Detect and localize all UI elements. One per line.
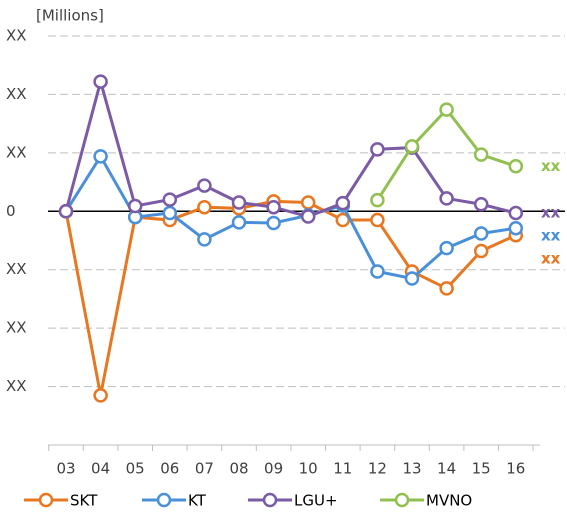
x-tick-label: 13	[402, 460, 421, 478]
legend-item: SKT	[24, 492, 98, 510]
y-axis-label: [Millions]	[36, 7, 104, 25]
legend-marker	[394, 492, 410, 508]
point	[473, 197, 489, 212]
point	[58, 204, 74, 219]
point	[300, 209, 316, 224]
x-tick-label: 16	[506, 460, 525, 478]
point	[197, 199, 212, 215]
legend-item: KT	[142, 492, 207, 510]
legend-marker	[156, 492, 172, 508]
x-tick-label: 10	[299, 460, 318, 478]
point	[197, 232, 212, 247]
point	[508, 159, 524, 174]
x-tick-label: 05	[126, 460, 145, 478]
point	[508, 205, 524, 221]
x-tick-label: 08	[229, 460, 248, 478]
point	[197, 178, 212, 193]
point	[439, 240, 454, 256]
series-line	[376, 107, 517, 201]
y-tick-label: XX	[6, 27, 27, 45]
end-label: xx	[541, 204, 561, 222]
point	[439, 191, 454, 206]
point	[370, 192, 385, 208]
point	[404, 139, 420, 154]
point	[370, 212, 385, 228]
point	[370, 142, 385, 157]
legend-marker	[262, 492, 278, 508]
point	[93, 388, 108, 403]
x-tick-label: 07	[195, 460, 214, 478]
y-tick-label: XX	[6, 319, 27, 337]
point	[93, 149, 108, 164]
legend-marker	[38, 492, 54, 508]
x-tick-label: 15	[472, 460, 491, 478]
point	[162, 205, 178, 221]
legend-label: LGU+	[294, 492, 338, 510]
point	[404, 271, 420, 286]
legend-label: KT	[188, 492, 207, 510]
legend-item: LGU+	[248, 492, 338, 510]
legend-item: MVNO	[380, 492, 472, 510]
x-tick-label: 03	[56, 460, 75, 478]
x-tick-label: 09	[264, 460, 283, 478]
point	[508, 220, 524, 236]
x-tick-label: 12	[368, 460, 387, 478]
point	[439, 102, 454, 117]
point	[231, 195, 247, 210]
end-label: xx	[541, 250, 561, 268]
point	[266, 199, 281, 215]
y-tick-label: XX	[6, 85, 27, 103]
x-tick-label: 06	[160, 460, 179, 478]
y-tick-label: XX	[6, 260, 27, 278]
end-label: xx	[541, 157, 561, 175]
y-tick-label: 0	[6, 202, 16, 220]
point	[473, 147, 489, 162]
point	[231, 215, 247, 230]
point	[162, 192, 178, 207]
point	[300, 195, 316, 210]
legend-label: MVNO	[426, 492, 472, 510]
point	[127, 198, 143, 214]
legend-label: SKT	[70, 492, 98, 510]
point	[266, 215, 281, 231]
y-tick-label: XX	[6, 377, 27, 395]
point	[473, 226, 489, 241]
x-tick-label: 14	[437, 460, 456, 478]
point	[370, 264, 385, 279]
x-tick-label: 04	[91, 460, 110, 478]
end-label: xx	[541, 227, 561, 245]
point	[335, 195, 351, 211]
point	[473, 243, 489, 259]
y-tick-label: XX	[6, 143, 27, 161]
point	[93, 74, 108, 89]
x-tick-label: 11	[333, 460, 352, 478]
series-line	[64, 199, 517, 396]
point	[439, 281, 454, 296]
